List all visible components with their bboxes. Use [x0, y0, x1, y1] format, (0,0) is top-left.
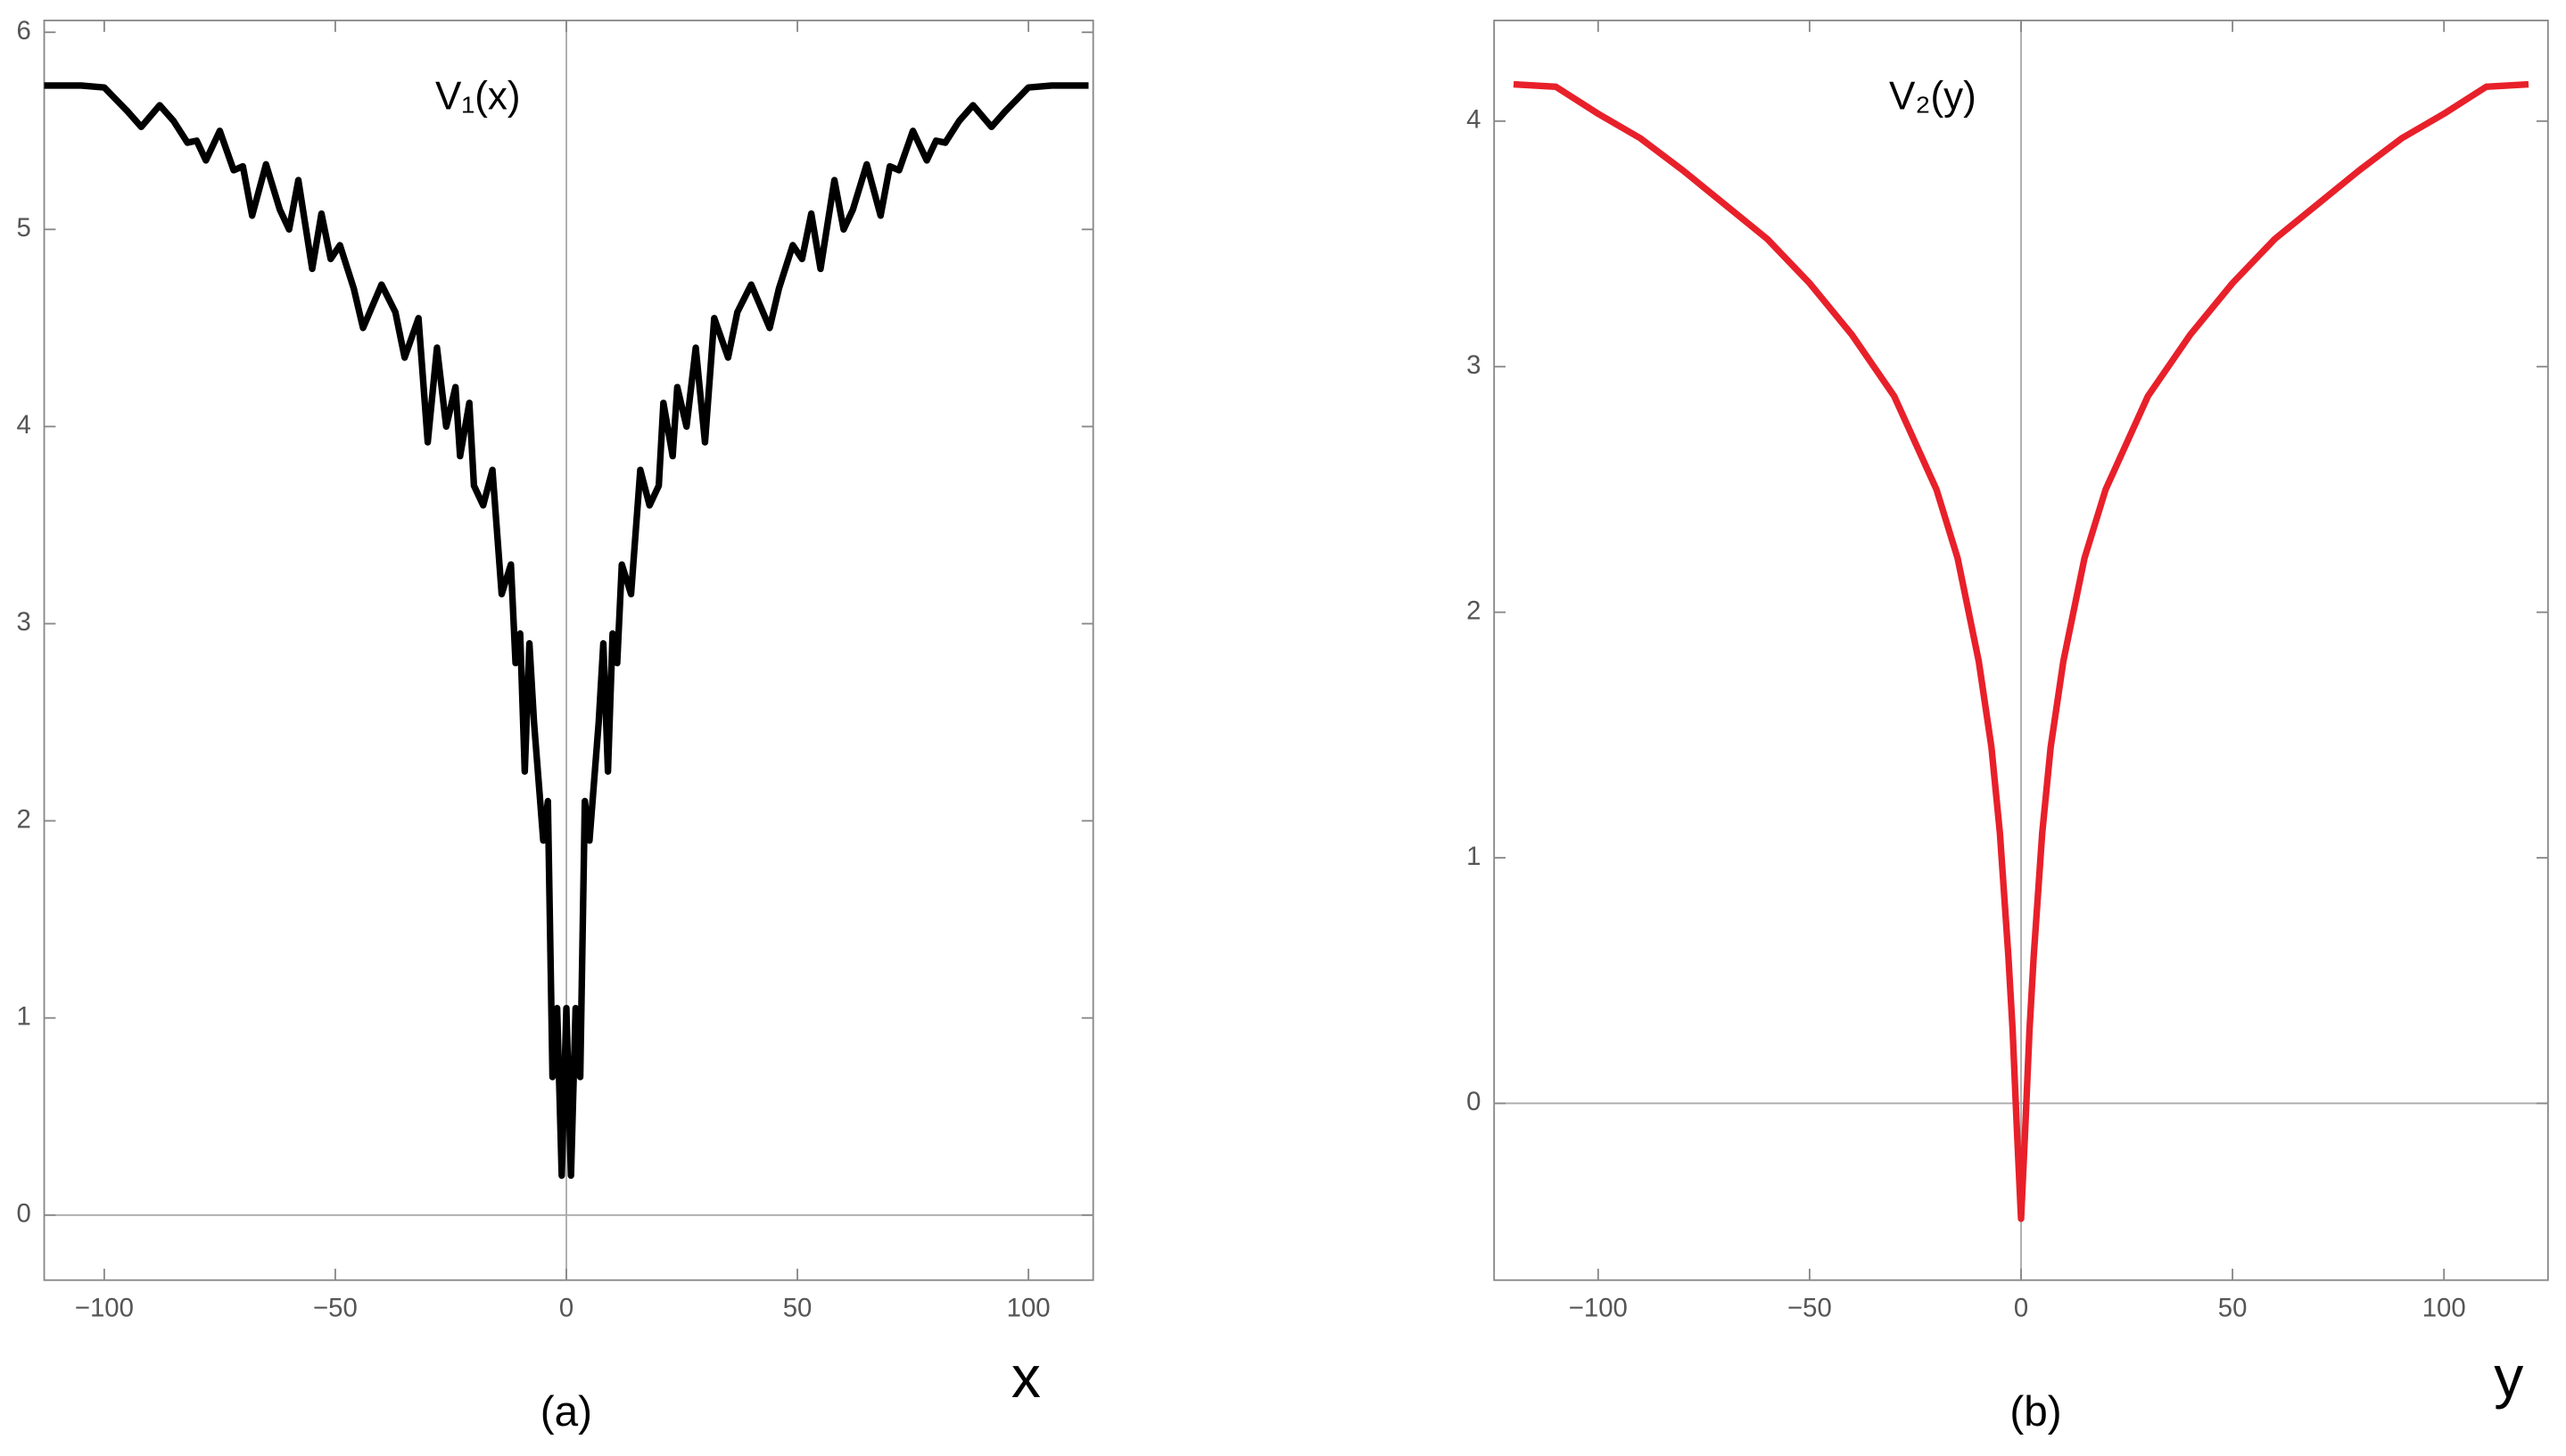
- y-tick-label: 0: [1466, 1087, 1481, 1116]
- y-tick-label: 5: [17, 213, 31, 243]
- x-tick-label: 100: [1007, 1294, 1051, 1323]
- x-tick-label: −100: [1569, 1294, 1628, 1323]
- caption: (b): [2009, 1388, 2061, 1435]
- annotation: V₂(y): [1889, 75, 1976, 119]
- y-tick-label: 3: [17, 607, 31, 637]
- x-axis-label: y: [2494, 1344, 2523, 1410]
- x-tick-label: 0: [559, 1294, 573, 1323]
- x-tick-label: −50: [313, 1294, 358, 1323]
- y-tick-label: 2: [17, 804, 31, 834]
- x-tick-label: 100: [2422, 1294, 2466, 1323]
- x-tick-label: 0: [2014, 1294, 2028, 1323]
- data-line: [1513, 80, 2529, 1222]
- chart: −100 −50 0 50 100 0 1 2 3 4 5 6 V₁(x) x (a): [17, 16, 1094, 1435]
- plot-frame: [43, 20, 1094, 1281]
- y-tick-label: 2: [1466, 596, 1481, 625]
- chart: −100 −50 0 50 100 0 1 2 3 4 V₂(y) y (b): [1466, 20, 2549, 1435]
- y-tick-label: 1: [1466, 842, 1481, 871]
- y-tick-label: 4: [1466, 105, 1481, 135]
- y-tick-label: 4: [17, 410, 31, 440]
- annotation: V₁(x): [435, 75, 521, 119]
- x-tick-label: −100: [75, 1294, 134, 1323]
- data-line: [44, 82, 1089, 1180]
- x-tick-label: 50: [2218, 1294, 2248, 1323]
- caption: (a): [540, 1388, 592, 1435]
- x-tick-label: 50: [783, 1294, 813, 1323]
- y-tick-label: 3: [1466, 350, 1481, 380]
- y-tick-label: 1: [17, 1001, 31, 1031]
- y-tick-label: 6: [17, 16, 31, 45]
- x-tick-label: −50: [1787, 1294, 1832, 1323]
- y-tick-label: 0: [17, 1199, 31, 1229]
- x-axis-label: x: [1011, 1344, 1041, 1410]
